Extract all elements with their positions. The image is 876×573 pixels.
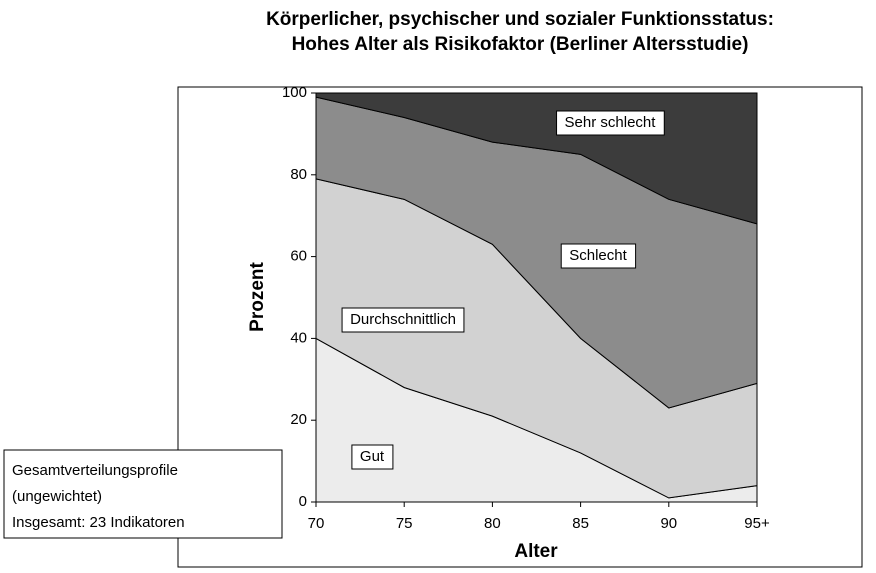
chart-frame <box>177 86 863 568</box>
note: (ungewichtet) <box>12 488 102 505</box>
y-tick-label: 0 <box>299 493 307 510</box>
x-tick-label: 85 <box>572 515 589 532</box>
chart-title: Hohes Alter als Risikofaktor (Berliner A… <box>292 34 749 55</box>
series-label: Sehr schlecht <box>565 114 657 131</box>
y-tick-label: 60 <box>290 248 307 265</box>
note: Gesamtverteilungsprofile <box>12 462 178 479</box>
x-tick-label: 90 <box>660 515 677 532</box>
x-tick-label: 80 <box>484 515 501 532</box>
series-label: Gut <box>360 448 385 465</box>
x-axis-label: Alter <box>514 541 558 562</box>
note-box <box>3 449 283 539</box>
series-label-box <box>560 243 637 269</box>
y-tick-label: 40 <box>290 329 307 346</box>
series-label: Durchschnittlich <box>350 311 456 328</box>
plot: 0 20 40 60 80 100 70 75 80 85 90 95+ Gut Durchschnitt… <box>282 84 770 532</box>
chart-title: Körperlicher, psychischer und sozialer F… <box>266 9 774 30</box>
series-label-box <box>351 444 394 470</box>
x-tick-label: 75 <box>396 515 413 532</box>
x-tick-label: 70 <box>308 515 325 532</box>
y-tick-label: 100 <box>282 84 307 101</box>
note: Insgesamt: 23 Indikatoren <box>12 514 185 531</box>
series-label-box <box>556 110 665 136</box>
series-label-box <box>341 307 465 333</box>
y-tick-label: 80 <box>290 166 307 183</box>
x-tick-label: 95+ <box>744 515 770 532</box>
series-label: Schlecht <box>569 247 627 264</box>
y-axis-label: Prozent <box>247 261 268 331</box>
y-tick-label: 20 <box>290 411 307 428</box>
